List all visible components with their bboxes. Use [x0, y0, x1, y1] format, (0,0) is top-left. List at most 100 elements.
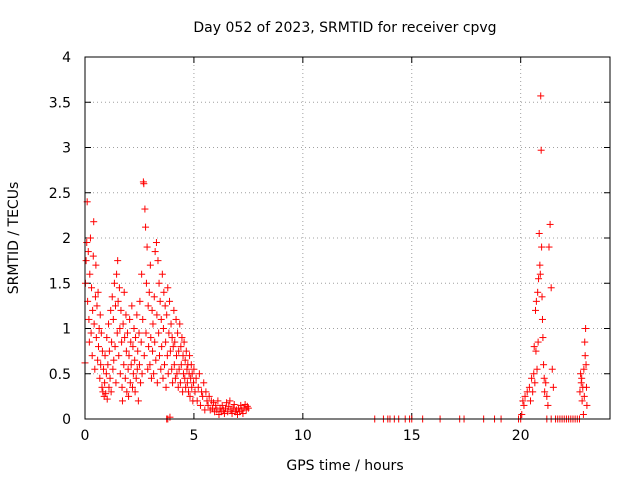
data-point — [118, 383, 126, 391]
data-point — [189, 379, 197, 387]
data-point — [129, 370, 137, 378]
data-point — [128, 302, 136, 310]
data-point — [541, 388, 549, 396]
data-point — [101, 352, 109, 360]
data-point — [101, 379, 109, 387]
data-point — [142, 329, 150, 337]
data-point — [131, 356, 139, 364]
data-point — [93, 302, 101, 310]
data-point — [549, 383, 557, 391]
y-axis-title: SRMTID / TECUs — [6, 182, 22, 295]
data-point — [128, 383, 136, 391]
data-point — [112, 379, 120, 387]
data-point — [156, 352, 164, 360]
data-point — [134, 347, 142, 355]
data-point — [88, 284, 96, 292]
data-point — [172, 315, 180, 323]
data-point — [188, 383, 196, 391]
data-point — [582, 361, 590, 369]
data-point — [133, 311, 141, 319]
data-point — [116, 370, 124, 378]
data-point — [125, 352, 133, 360]
data-point — [135, 329, 143, 337]
y-tick-label: 3 — [62, 141, 71, 157]
data-point — [107, 388, 115, 396]
data-point — [114, 297, 122, 305]
data-point — [148, 306, 156, 314]
data-point — [107, 306, 115, 314]
x-tick-label: 5 — [189, 428, 198, 444]
data-point — [576, 388, 584, 396]
data-point — [90, 218, 98, 226]
data-point — [191, 388, 199, 396]
data-point — [228, 410, 236, 418]
data-point — [85, 315, 93, 323]
data-point — [204, 401, 212, 409]
data-point — [136, 297, 144, 305]
data-point — [162, 338, 170, 346]
data-point — [122, 347, 130, 355]
data-point — [225, 402, 233, 410]
data-point — [109, 315, 117, 323]
data-point — [160, 288, 168, 296]
data-point — [578, 374, 586, 382]
data-point — [170, 306, 178, 314]
data-point — [155, 279, 163, 287]
data-point — [529, 388, 537, 396]
data-point — [193, 397, 201, 405]
data-point — [175, 365, 183, 373]
data-point — [95, 325, 103, 332]
data-point — [127, 361, 135, 369]
plot-frame — [84, 56, 611, 420]
data-point — [530, 370, 538, 378]
data-point — [109, 365, 117, 373]
data-point — [534, 288, 542, 296]
data-point — [113, 329, 121, 337]
data-point — [161, 302, 169, 310]
grid-layer — [85, 57, 610, 419]
data-point — [173, 370, 181, 378]
y-tick-label: 0 — [62, 412, 71, 428]
data-point — [97, 361, 105, 369]
data-point — [532, 347, 540, 355]
data-point — [168, 365, 176, 373]
data-point — [89, 306, 97, 314]
data-point — [163, 352, 171, 360]
data-point — [117, 306, 125, 314]
data-point — [547, 284, 555, 292]
data-point — [582, 325, 590, 332]
chart-title: Day 052 of 2023, SRMTID for receiver cpv… — [193, 20, 496, 36]
data-point — [531, 379, 539, 387]
data-point — [537, 146, 545, 154]
data-point — [126, 315, 134, 323]
data-point — [188, 370, 196, 378]
data-point — [147, 374, 155, 382]
data-point — [123, 388, 131, 396]
data-point — [518, 410, 526, 418]
data-point — [88, 352, 96, 360]
data-point — [172, 352, 180, 360]
data-point — [152, 239, 160, 247]
y-tick-label: 1 — [62, 322, 71, 338]
data-point — [182, 347, 190, 355]
data-point — [152, 356, 160, 364]
data-point — [223, 399, 231, 407]
data-point — [115, 352, 123, 360]
data-point — [139, 315, 147, 323]
data-point — [220, 410, 228, 418]
data-point — [535, 229, 543, 237]
data-point — [103, 334, 111, 342]
tick-labels-layer: 0 5 10 15 20 0 0.5 1 1.5 2 2.5 3 3.5 4 — [49, 50, 530, 444]
data-point — [147, 334, 155, 342]
y-tick-label: 0.5 — [49, 367, 71, 383]
data-point — [100, 365, 108, 373]
data-point — [175, 347, 183, 355]
data-point — [526, 397, 534, 405]
data-point — [111, 302, 119, 310]
data-point — [149, 320, 157, 328]
data-point — [121, 374, 129, 382]
data-point — [244, 404, 252, 412]
data-point — [177, 343, 185, 351]
data-point — [122, 311, 130, 319]
data-point — [90, 320, 98, 328]
